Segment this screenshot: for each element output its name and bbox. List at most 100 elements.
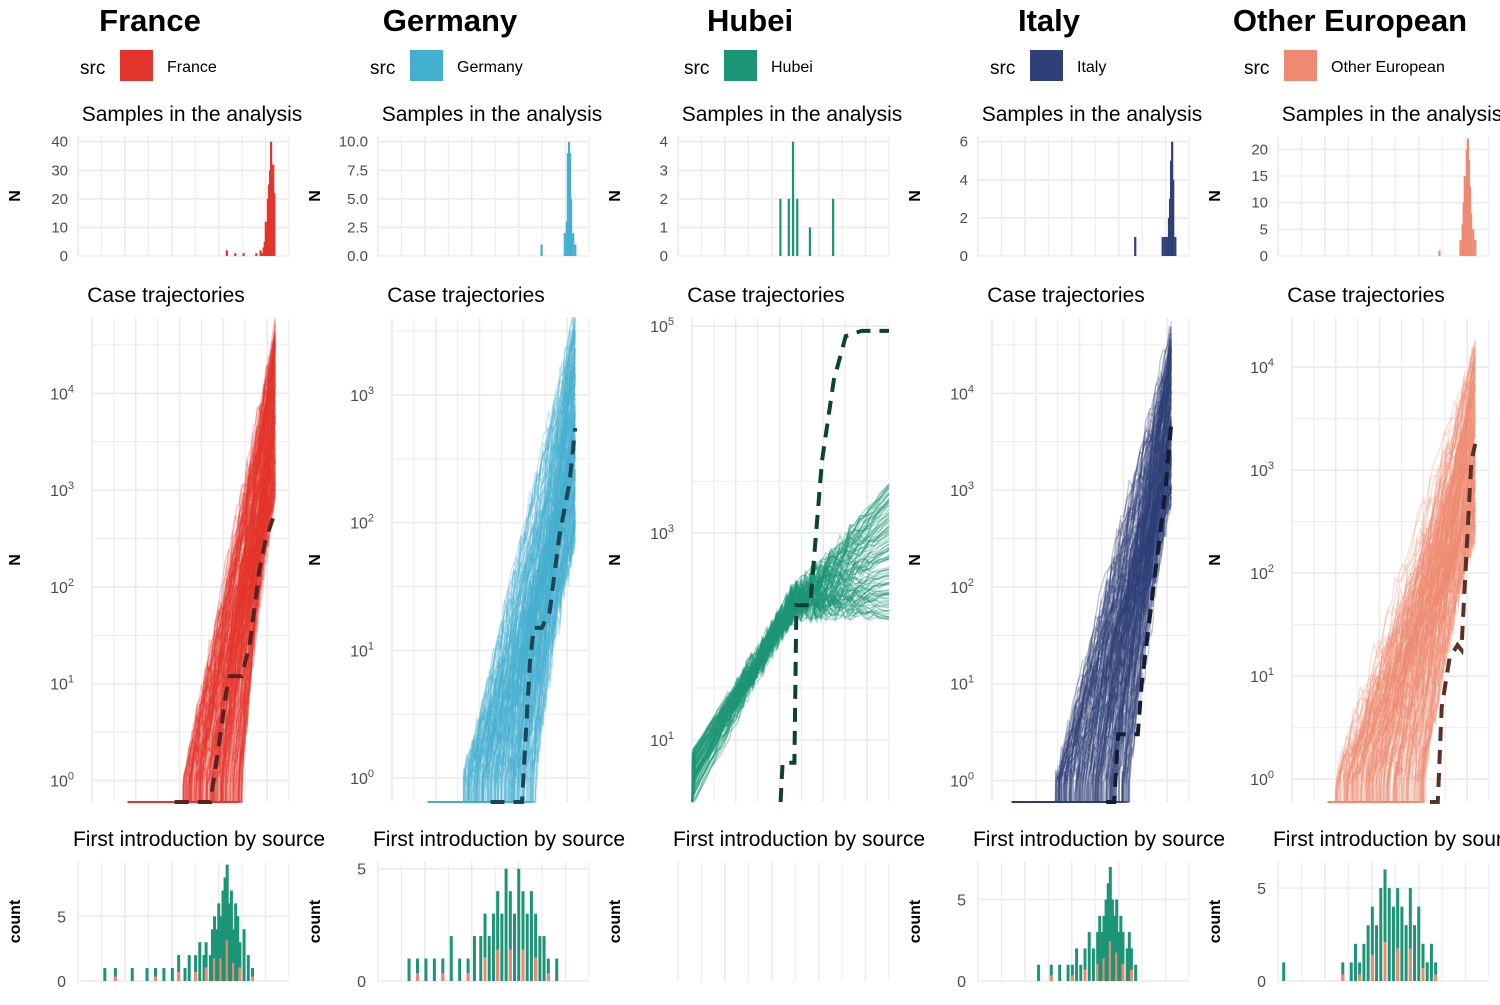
trajectory-line [1327,349,1476,803]
y-tick-label: 101 [50,674,74,694]
trajectory-line [127,416,276,803]
trajectory-line [127,474,276,803]
trajectory-line [127,343,276,803]
trajectory-line [127,474,276,803]
trajectory-line [1011,377,1172,803]
trajectory-line [427,530,576,803]
trajectory-line [427,512,576,803]
trajectories-panel: Case trajectories N 100 101 102 103 104 [7,284,290,804]
trajectory-line [127,388,276,803]
trajectory-line [427,317,576,803]
trajectory-line [427,375,576,803]
trajectory-line [427,319,576,803]
trajectory-line [127,366,276,803]
legend-swatch [120,50,153,81]
trajectory-line [1327,487,1476,803]
trajectory-line [1011,326,1172,803]
trajectory-line [691,549,890,803]
trajectory-line [1327,398,1476,803]
sample-bar [225,250,228,256]
intro-bar [508,891,512,981]
facet-column-hubei: Hubei src Hubei Samples in the analysis N 0 1 2… [607,3,925,981]
trajectory-line [1327,505,1476,803]
intro-bar [1353,943,1357,981]
trajectory-line [127,436,276,803]
sample-bar [1172,179,1175,256]
trajectory-line [1327,361,1476,803]
trajectory-line [1327,463,1476,803]
trajectory-line [1011,416,1172,803]
y-tick-label: 30 [51,162,68,179]
trajectory-line [1327,414,1476,803]
trajectory-line [127,422,276,803]
trajectory-line [1011,339,1172,803]
trajectory-line [427,416,576,803]
trajectory-line [127,347,276,803]
trajectory-line [427,521,576,803]
trajectory-line [427,474,576,803]
trajectory-line [1011,321,1172,803]
trajectory-line [127,392,276,803]
intro-bar [1362,943,1366,981]
trajectory-line [1011,458,1172,803]
intro-bar [1421,943,1425,981]
trajectory-line [1011,346,1172,803]
trajectory-line [691,571,890,803]
intro-bar [1125,948,1129,981]
trajectory-line [127,448,276,803]
trajectory-line [127,489,276,803]
trajectory-line [691,486,890,803]
trajectory-line [1327,375,1476,803]
trajectory-line [691,586,890,803]
trajectory-line [127,430,276,803]
trajectory-line [1327,371,1476,803]
sample-bar [574,244,577,256]
intro-bar [1282,962,1286,981]
trajectory-line [427,463,576,803]
trajectory-line [1011,416,1172,803]
y-tick-label: 0 [960,248,968,265]
trajectory-line [1011,347,1172,803]
trajectory-line [691,502,890,803]
sample-bar [570,198,573,256]
trajectory-line [1011,432,1172,803]
trajectory-line [691,483,890,803]
trajectory-line [1011,447,1172,803]
y-tick-label: 40 [51,134,68,151]
trajectory-line [1327,412,1476,803]
trajectory-line [691,493,890,803]
trajectory-line [1011,467,1172,803]
intro-bar [1434,962,1438,981]
trajectory-line [427,486,576,803]
trajectory-line [691,487,890,803]
y-tick-label: 104 [1250,357,1274,377]
sample-bar [1438,250,1441,256]
intro-bar [458,958,462,981]
trajectory-line [1327,462,1476,803]
trajectory-line [1011,338,1172,803]
trajectory-line [691,525,890,803]
trajectory-line [1327,524,1476,803]
trajectory-line [1327,404,1476,803]
trajectory-line [127,470,276,803]
facet-column-germany: Germany src Germany Samples in the analysis… [307,3,625,991]
y-tick-label: 2.5 [347,219,368,236]
intro-bar [229,890,233,981]
trajectory-line [1327,426,1476,803]
trajectory-line [1327,485,1476,803]
trajectory-line [1327,429,1476,803]
trajectory-line [427,423,576,803]
trajectory-line [427,514,576,803]
intro-bar [1049,964,1053,981]
y-tick-label: 3 [660,162,668,179]
trajectory-line [427,447,576,803]
intro-bar [225,864,229,981]
trajectory-line [427,361,576,803]
trajectory-line [691,590,890,803]
trajectory-line [427,365,576,803]
intro-bar [246,955,250,981]
y-tick-label: 100 [950,771,974,791]
samples-title: Samples in the analysis [982,103,1203,126]
trajectory-line [427,388,576,803]
trajectory-line [1327,354,1476,803]
